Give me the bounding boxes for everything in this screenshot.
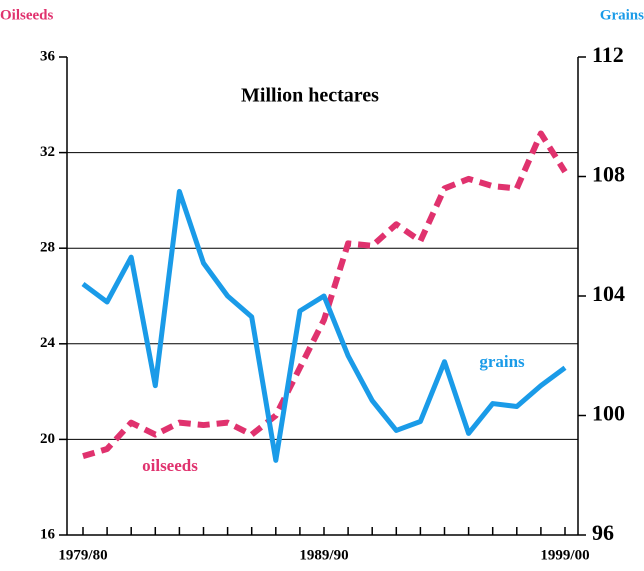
- y-tick-label: 20: [40, 431, 55, 447]
- y-tick-label: 24: [40, 335, 56, 351]
- y2-tick-label: 108: [592, 162, 625, 187]
- y2-axis-label: Grains: [600, 7, 644, 23]
- y2-tick-label: 96: [592, 520, 614, 545]
- x-tick-label: 1989/90: [299, 547, 348, 563]
- y-axis-label: Oilseeds: [0, 7, 53, 23]
- x-tick-label: 1999/00: [540, 547, 589, 563]
- chart-title: Million hectares: [241, 85, 379, 107]
- y2-tick-label: 100: [592, 401, 625, 426]
- x-tick-label: 1979/80: [58, 547, 107, 563]
- y2-tick-label: 104: [592, 281, 625, 306]
- y2-tick-label: 112: [592, 42, 624, 67]
- series-label: grains: [479, 352, 525, 371]
- y-tick-label: 36: [40, 48, 56, 64]
- y-tick-label: 28: [40, 240, 55, 256]
- series-line: [82, 130, 568, 460]
- series-line: [81, 188, 567, 463]
- y-tick-label: 32: [40, 144, 55, 160]
- series-label: oilseeds: [142, 456, 198, 475]
- y-tick-label: 16: [40, 526, 56, 542]
